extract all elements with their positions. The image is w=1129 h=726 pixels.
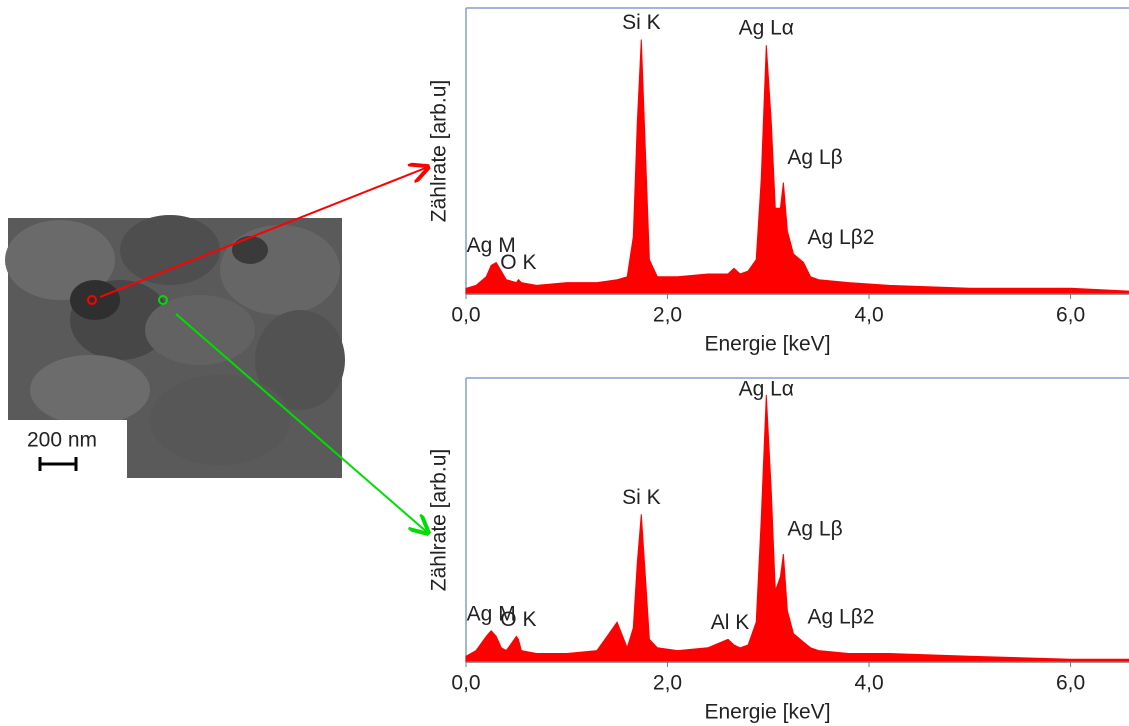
x-tick-label: 6,0 xyxy=(1056,672,1085,695)
peak-label: Si K xyxy=(622,11,661,34)
peak-label: Ag Lβ2 xyxy=(808,226,875,249)
peak-label: Ag Lβ xyxy=(787,146,842,169)
figure: 200 nm 0,0 2,0 4,0 6,0 Energie [keV] Zählrate… xyxy=(0,0,1129,726)
x-axis-label: Energie [keV] xyxy=(704,701,830,724)
x-tick-label: 4,0 xyxy=(854,304,883,327)
peak-label: Al K xyxy=(711,611,750,634)
x-tick-label: 4,0 xyxy=(854,672,883,695)
x-tick-label: 0,0 xyxy=(451,304,480,327)
page: 200 nm 0,0 2,0 4,0 6,0 Energie [keV] Zählrate… xyxy=(0,0,1129,726)
sem-image: 200 nm xyxy=(5,215,345,478)
peak-label: O K xyxy=(500,608,536,631)
scale-label: 200 nm xyxy=(27,429,97,452)
peak-label: Ag Lα xyxy=(739,378,794,401)
peak-label: Si K xyxy=(622,486,661,509)
y-axis-label: Zählrate [arb.u] xyxy=(428,449,451,591)
y-axis-label: Zählrate [arb.u] xyxy=(428,80,451,222)
x-axis-label: Energie [keV] xyxy=(704,333,830,356)
peak-label: O K xyxy=(500,251,536,274)
x-tick-label: 2,0 xyxy=(653,672,682,695)
peak-label: Ag Lβ xyxy=(787,518,842,541)
peak-label: Ag Lβ2 xyxy=(808,606,875,629)
x-tick-label: 6,0 xyxy=(1056,304,1085,327)
x-tick-label: 2,0 xyxy=(653,304,682,327)
x-tick-label: 0,0 xyxy=(451,672,480,695)
peak-label: Ag Lα xyxy=(739,17,794,40)
